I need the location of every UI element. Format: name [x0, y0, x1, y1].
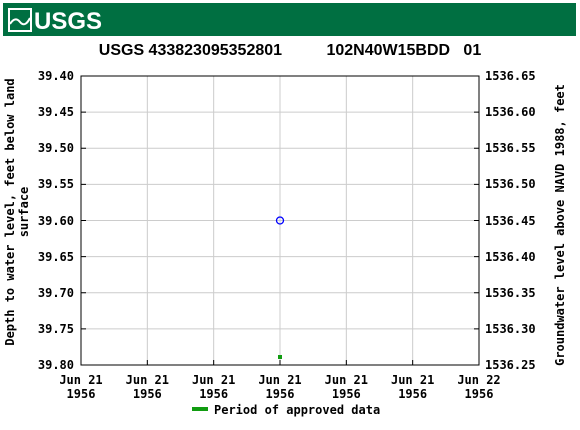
y2-tick-label: 1536.65: [485, 69, 536, 83]
x-tick-label: Jun 21 1956: [125, 373, 169, 401]
y-tick-label: 39.70: [37, 285, 74, 300]
x-tick-label: Jun 21 1956: [324, 373, 368, 401]
y2-tick-label: 1536.50: [485, 177, 536, 192]
legend-swatch: [192, 407, 208, 411]
logo-text: USGS: [34, 8, 102, 35]
plot-frame: [80, 75, 480, 366]
y2-tick-label: 1536.45: [485, 213, 536, 228]
x-tick-label: Jun 21 1956: [390, 373, 435, 401]
y-tick-label: 39.55: [37, 177, 74, 192]
y2-tick-label: 1536.60: [485, 105, 536, 120]
x-tick-label: Jun 21 1956: [59, 373, 103, 401]
logo-icon: [8, 8, 32, 32]
y-tick-label: 39.65: [37, 249, 74, 264]
y2-tick-label: 1536.55: [485, 141, 536, 156]
y2-tick-label: 1536.40: [485, 249, 536, 264]
y-tick-label: 39.50: [37, 141, 74, 156]
logo-wave: [9, 17, 31, 26]
y-tick-label: 39.45: [37, 105, 74, 120]
y2-axis-label: Groundwater level above NAVD 1988, feet: [553, 84, 567, 366]
y-tick-label: 39.60: [37, 213, 74, 228]
y-tick-label: 39.80: [37, 358, 74, 372]
x-tick-label: Jun 21 1956: [191, 373, 236, 401]
legend-label: Period of approved data: [214, 403, 381, 417]
y-tick-label: 39.40: [37, 69, 74, 83]
y2-tick-label: 1536.30: [485, 321, 536, 336]
y-tick-label: 39.75: [37, 321, 74, 336]
x-tick-label: Jun 21 1956: [258, 373, 302, 401]
y2-tick-label: 1536.35: [485, 285, 536, 300]
header-bar: [3, 3, 576, 36]
x-tick-label: Jun 22 1956: [457, 373, 501, 401]
approved-period: [278, 355, 282, 359]
point: [275, 216, 285, 225]
chart-title: USGS 433823095352801 102N40W15BDD 01: [98, 42, 482, 59]
y2-tick-label: 1536.25: [485, 358, 536, 372]
